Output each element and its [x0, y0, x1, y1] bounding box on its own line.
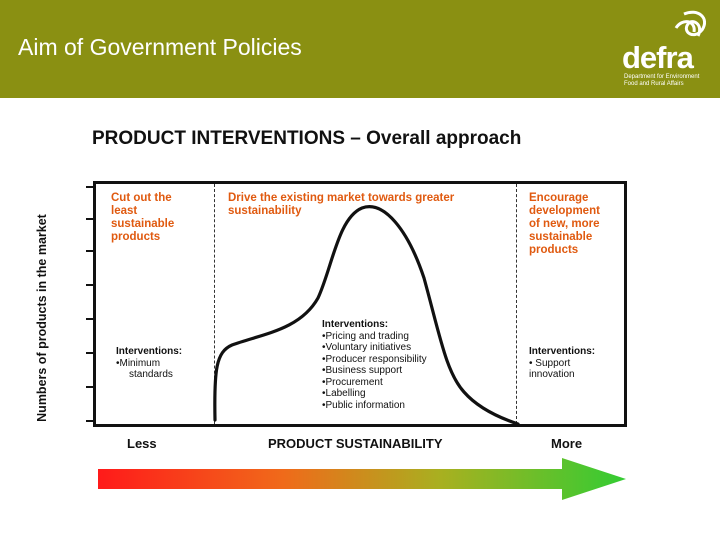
- y-axis-tick: [86, 218, 93, 220]
- zone-left-heading: Cut out the least sustainable products: [111, 192, 174, 244]
- logo-subtitle-line: Food and Rural Affairs: [624, 81, 684, 87]
- y-axis-tick: [86, 250, 93, 252]
- slide-title: Aim of Government Policies: [18, 34, 302, 60]
- defra-logo: defra Department for Environment Food an…: [612, 6, 716, 94]
- interventions-heading: Interventions:: [529, 346, 596, 357]
- zone-left-heading-line: least: [111, 205, 138, 217]
- zone-right-interventions: Interventions: • Support innovation: [529, 346, 595, 381]
- y-axis-tick: [86, 284, 93, 286]
- header-bar: Aim of Government Policies defra Departm…: [0, 0, 720, 98]
- zone-right-heading-line: sustainable: [529, 231, 593, 243]
- zone-right-heading-line: products: [529, 244, 579, 256]
- x-axis-more-label: More: [551, 436, 583, 451]
- y-axis-tick: [86, 386, 93, 388]
- zone-right-heading-line: development: [529, 205, 600, 217]
- y-axis-tick: [86, 186, 93, 188]
- zone-divider-right: [516, 184, 517, 424]
- logo-subtitle: Department for Environment Food and Rura…: [624, 74, 714, 88]
- zone-right-heading: Encourage development of new, more susta…: [529, 192, 600, 257]
- intervention-item: • Support: [529, 357, 571, 369]
- x-axis-less-label: Less: [127, 436, 157, 451]
- logo-wordmark: defra: [622, 40, 694, 75]
- y-axis-tick: [86, 420, 93, 422]
- leaf-knot-icon: [674, 10, 707, 37]
- arrow-shape: [98, 458, 626, 500]
- y-axis-tick: [86, 318, 93, 320]
- zone-left-heading-line: products: [111, 231, 161, 243]
- zone-middle-heading-line: Drive the existing market towards greate…: [228, 192, 455, 204]
- diagram-frame: [93, 181, 627, 427]
- zone-middle-heading-line: sustainability: [228, 205, 302, 217]
- intervention-item: innovation: [529, 369, 575, 380]
- zone-left-heading-line: Cut out the: [111, 192, 172, 204]
- intervention-item: •Voluntary initiatives: [322, 342, 412, 353]
- intervention-item: •Minimum: [116, 357, 161, 369]
- intervention-item: •Public information: [322, 399, 405, 411]
- zone-right-heading-line: Encourage: [529, 192, 589, 204]
- interventions-heading: Interventions:: [116, 346, 183, 357]
- zone-divider-left: [214, 184, 215, 424]
- zone-middle-interventions: Interventions: •Pricing and trading •Vol…: [322, 319, 427, 411]
- logo-subtitle-line: Department for Environment: [624, 74, 700, 80]
- zone-right-heading-line: of new, more: [529, 218, 600, 230]
- intervention-item: •Business support: [322, 365, 403, 376]
- intervention-item: •Producer responsibility: [322, 353, 427, 365]
- intervention-item: •Procurement: [322, 376, 383, 388]
- x-axis-label: PRODUCT SUSTAINABILITY: [268, 436, 443, 451]
- intervention-item: •Labelling: [322, 388, 366, 399]
- interventions-heading: Interventions:: [322, 319, 389, 330]
- intervention-item: •Pricing and trading: [322, 330, 409, 342]
- zone-left-heading-line: sustainable: [111, 218, 175, 230]
- intervention-item: standards: [129, 369, 173, 380]
- diagram-title: PRODUCT INTERVENTIONS – Overall approach: [92, 128, 522, 149]
- curve-line: [213, 205, 520, 426]
- zone-middle-heading: Drive the existing market towards greate…: [228, 192, 454, 218]
- sustainability-arrow: [98, 458, 626, 500]
- zone-left-interventions: Interventions: •Minimum standards: [116, 346, 182, 381]
- y-axis-tick: [86, 352, 93, 354]
